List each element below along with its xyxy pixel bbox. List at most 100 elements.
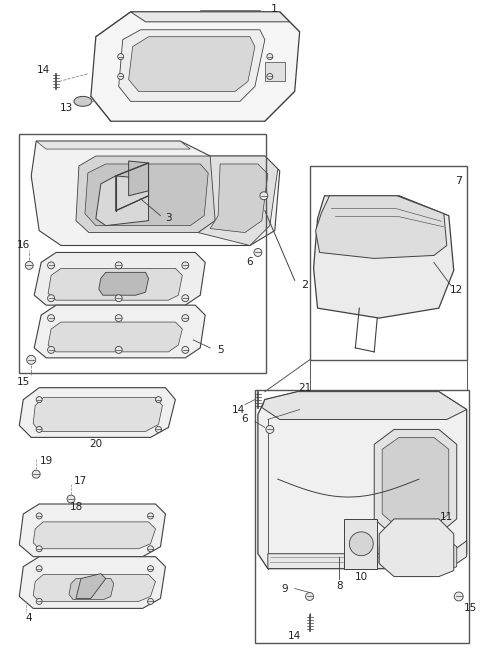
Circle shape bbox=[36, 426, 42, 432]
Circle shape bbox=[182, 295, 189, 301]
Circle shape bbox=[118, 74, 124, 80]
Text: 14: 14 bbox=[231, 404, 245, 414]
Circle shape bbox=[267, 74, 273, 80]
Polygon shape bbox=[344, 519, 377, 568]
Polygon shape bbox=[119, 30, 265, 102]
Polygon shape bbox=[34, 305, 205, 358]
Circle shape bbox=[36, 513, 42, 519]
Polygon shape bbox=[198, 156, 278, 246]
Text: 14: 14 bbox=[288, 631, 301, 641]
Text: 7: 7 bbox=[455, 176, 462, 186]
Text: 14: 14 bbox=[36, 64, 50, 74]
Polygon shape bbox=[33, 522, 156, 548]
Polygon shape bbox=[48, 322, 182, 352]
Text: 13: 13 bbox=[60, 104, 72, 114]
Text: 17: 17 bbox=[74, 476, 87, 486]
Circle shape bbox=[118, 54, 124, 60]
Text: 2: 2 bbox=[301, 280, 308, 290]
Polygon shape bbox=[99, 272, 148, 295]
Bar bbox=[19, 134, 266, 373]
Circle shape bbox=[36, 566, 42, 572]
Polygon shape bbox=[374, 430, 457, 534]
Text: 20: 20 bbox=[89, 440, 102, 450]
Polygon shape bbox=[96, 176, 148, 226]
Circle shape bbox=[254, 248, 262, 256]
Circle shape bbox=[454, 592, 463, 601]
Circle shape bbox=[147, 598, 154, 604]
Circle shape bbox=[27, 355, 36, 365]
Polygon shape bbox=[48, 268, 182, 300]
Polygon shape bbox=[382, 438, 449, 527]
Text: 12: 12 bbox=[450, 286, 463, 295]
Circle shape bbox=[115, 315, 122, 321]
Circle shape bbox=[147, 546, 154, 552]
Polygon shape bbox=[268, 540, 467, 568]
Circle shape bbox=[48, 315, 55, 321]
Polygon shape bbox=[33, 574, 156, 602]
Polygon shape bbox=[34, 252, 205, 305]
Text: 3: 3 bbox=[165, 212, 172, 222]
Text: 10: 10 bbox=[355, 572, 368, 582]
Text: 11: 11 bbox=[440, 512, 454, 522]
Text: 1: 1 bbox=[271, 4, 278, 14]
Polygon shape bbox=[19, 388, 175, 438]
Text: 15: 15 bbox=[17, 376, 30, 386]
Text: 16: 16 bbox=[17, 240, 30, 250]
Polygon shape bbox=[129, 37, 255, 92]
Circle shape bbox=[182, 347, 189, 353]
Circle shape bbox=[156, 426, 161, 432]
Polygon shape bbox=[19, 504, 166, 556]
Polygon shape bbox=[379, 519, 454, 576]
Polygon shape bbox=[31, 141, 280, 246]
Circle shape bbox=[266, 426, 274, 434]
Circle shape bbox=[48, 295, 55, 301]
Polygon shape bbox=[69, 578, 114, 600]
Polygon shape bbox=[76, 156, 220, 232]
Circle shape bbox=[36, 546, 42, 552]
Polygon shape bbox=[210, 164, 268, 232]
Text: 8: 8 bbox=[336, 580, 343, 590]
Polygon shape bbox=[36, 141, 190, 149]
Ellipse shape bbox=[74, 96, 92, 106]
Polygon shape bbox=[262, 392, 467, 420]
Bar bbox=[255, 390, 468, 643]
Polygon shape bbox=[91, 12, 300, 122]
Circle shape bbox=[48, 262, 55, 269]
Text: 6: 6 bbox=[247, 258, 253, 268]
Polygon shape bbox=[19, 556, 166, 608]
Text: 19: 19 bbox=[39, 456, 53, 466]
Polygon shape bbox=[129, 161, 148, 196]
Text: 4: 4 bbox=[26, 614, 33, 623]
Circle shape bbox=[48, 347, 55, 353]
Text: 5: 5 bbox=[217, 345, 223, 355]
Circle shape bbox=[147, 566, 154, 572]
Polygon shape bbox=[258, 392, 467, 568]
Circle shape bbox=[156, 396, 161, 402]
Polygon shape bbox=[313, 196, 454, 318]
Circle shape bbox=[349, 532, 373, 556]
Text: 15: 15 bbox=[464, 604, 477, 614]
Circle shape bbox=[306, 592, 313, 600]
Polygon shape bbox=[131, 12, 290, 22]
Circle shape bbox=[67, 495, 75, 503]
Polygon shape bbox=[85, 164, 208, 226]
Text: 21: 21 bbox=[298, 382, 311, 392]
Text: 18: 18 bbox=[69, 502, 83, 512]
Text: 9: 9 bbox=[281, 584, 288, 594]
Bar bbox=[310, 166, 467, 360]
Polygon shape bbox=[76, 574, 106, 598]
Text: 6: 6 bbox=[241, 414, 248, 424]
Circle shape bbox=[182, 262, 189, 269]
Circle shape bbox=[115, 347, 122, 353]
Circle shape bbox=[182, 315, 189, 321]
Circle shape bbox=[147, 513, 154, 519]
Circle shape bbox=[260, 192, 268, 200]
Circle shape bbox=[36, 396, 42, 402]
Polygon shape bbox=[379, 539, 457, 570]
Circle shape bbox=[25, 262, 33, 270]
Polygon shape bbox=[33, 398, 162, 432]
Circle shape bbox=[115, 295, 122, 301]
Polygon shape bbox=[265, 62, 285, 82]
Circle shape bbox=[267, 54, 273, 60]
Circle shape bbox=[36, 598, 42, 604]
